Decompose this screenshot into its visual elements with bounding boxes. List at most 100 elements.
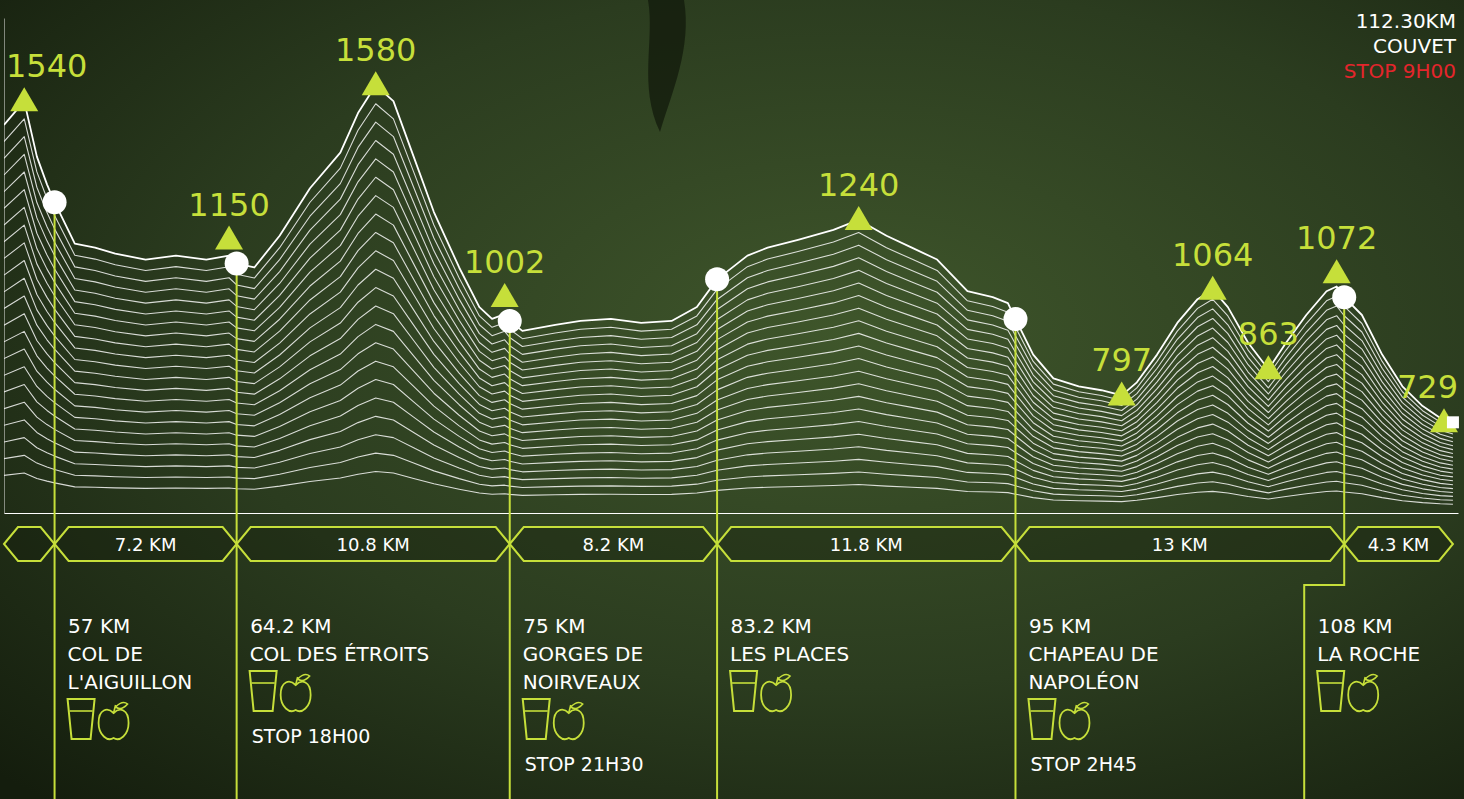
x-tick-label: 75 KM bbox=[523, 614, 585, 638]
peak-label: 863 bbox=[1238, 315, 1299, 353]
peaks: 1540115015801002124079710648631072729 bbox=[6, 31, 1458, 432]
checkpoint-dot bbox=[225, 252, 249, 276]
apple-leaf bbox=[114, 703, 128, 713]
aid-icons bbox=[730, 671, 791, 711]
checkpoint-lines bbox=[55, 202, 1345, 799]
glass-water bbox=[525, 710, 548, 712]
background bbox=[0, 0, 1464, 799]
checkpoint-stop: STOP 18H00 bbox=[252, 725, 371, 747]
checkpoint-dot bbox=[1332, 285, 1356, 309]
finish-marker bbox=[1447, 416, 1459, 428]
segment-label: 4.3 KM bbox=[1368, 534, 1430, 555]
elevation-echo-line bbox=[4, 122, 1453, 430]
elevation-echo-line bbox=[4, 269, 1453, 461]
segment-box bbox=[717, 527, 1015, 561]
checkpoint-dot bbox=[498, 309, 522, 333]
glass-water bbox=[732, 682, 755, 684]
peak-marker bbox=[1430, 408, 1458, 432]
x-tick-label: 83.2 KM bbox=[731, 614, 812, 638]
glass-water bbox=[1030, 710, 1053, 712]
peak-marker bbox=[1323, 259, 1351, 283]
elevation-echo-line bbox=[4, 472, 1453, 505]
elevation-echo-line bbox=[4, 453, 1453, 500]
checkpoint-name: CHAPEAU DE bbox=[1028, 642, 1158, 666]
peak-marker bbox=[1254, 355, 1282, 379]
aid-icons bbox=[523, 699, 584, 739]
peak-marker bbox=[1199, 276, 1227, 300]
checkpoint-line bbox=[54, 202, 56, 799]
peak-label: 1002 bbox=[464, 243, 545, 281]
x-tick-label: 57 KM bbox=[68, 614, 130, 638]
elevation-echo-line bbox=[4, 140, 1453, 434]
peak-label: 1240 bbox=[818, 166, 899, 204]
checkpoint-name: GORGES DE bbox=[523, 642, 643, 666]
aid-icons bbox=[68, 699, 129, 739]
x-tick-label: 95 KM bbox=[1029, 614, 1091, 638]
elevation-echo-line bbox=[4, 159, 1453, 438]
segment-label: 11.8 KM bbox=[830, 534, 903, 555]
elevation-echo-line bbox=[4, 177, 1453, 442]
peak-label: 1064 bbox=[1172, 236, 1253, 274]
aid-icons bbox=[1028, 699, 1089, 739]
finish-stop: STOP 9H00 bbox=[1344, 59, 1456, 83]
aid-icons bbox=[250, 671, 311, 711]
aid-icons bbox=[1317, 671, 1378, 711]
chart-container: 57 KM64.2 KM75 KM83.2 KM95 KM108 KM7.2 K… bbox=[0, 0, 1464, 799]
apple-icon bbox=[554, 710, 584, 739]
y-axis bbox=[4, 19, 5, 514]
segment-box bbox=[1344, 527, 1453, 561]
glass-icon bbox=[68, 699, 95, 739]
apple-leaf bbox=[296, 675, 310, 685]
finish-name: COUVET bbox=[1373, 34, 1457, 58]
glass-water bbox=[70, 710, 93, 712]
checkpoint-stop: STOP 2H45 bbox=[1030, 753, 1137, 775]
glass-icon bbox=[1317, 671, 1344, 711]
checkpoint-line bbox=[1014, 319, 1016, 799]
peak-label: 729 bbox=[1397, 368, 1458, 406]
segment-box bbox=[1015, 527, 1344, 561]
y-axis-line bbox=[4, 19, 5, 514]
peak-marker bbox=[491, 283, 519, 307]
segment-label: 10.8 KM bbox=[337, 534, 410, 555]
peak-marker bbox=[845, 206, 873, 230]
checkpoint-name: LA ROCHE bbox=[1317, 642, 1420, 666]
checkpoint-name: NOIRVEAUX bbox=[523, 670, 641, 694]
elevation-echo-line bbox=[4, 104, 1453, 427]
peak-label: 1580 bbox=[335, 31, 416, 69]
apple-leaf bbox=[1074, 703, 1088, 713]
peak-marker bbox=[362, 71, 390, 95]
segment-label: 8.2 KM bbox=[583, 534, 645, 555]
chart-svg: 57 KM64.2 KM75 KM83.2 KM95 KM108 KM7.2 K… bbox=[0, 0, 1464, 799]
x-axis-line bbox=[5, 513, 1459, 514]
segment-label: 7.2 KM bbox=[115, 534, 177, 555]
elevation-echo-line bbox=[4, 214, 1453, 450]
peak-label: 1150 bbox=[188, 186, 269, 224]
peak-label: 797 bbox=[1091, 341, 1152, 379]
checkpoint-line bbox=[236, 264, 238, 799]
segment-label: 13 KM bbox=[1152, 534, 1208, 555]
glass-water bbox=[252, 682, 275, 684]
segment-box bbox=[4, 527, 55, 561]
apple-icon bbox=[1348, 682, 1378, 711]
elevation-line bbox=[4, 85, 1453, 422]
finish-label: 112.30KMCOUVETSTOP 9H00 bbox=[1344, 9, 1457, 83]
finish-distance: 112.30KM bbox=[1356, 9, 1456, 33]
checkpoint-dot bbox=[705, 267, 729, 291]
checkpoint-line bbox=[716, 279, 718, 799]
x-tick-label: 108 KM bbox=[1318, 614, 1393, 638]
checkpoint-stop: STOP 21H30 bbox=[525, 753, 644, 775]
apple-icon bbox=[99, 710, 129, 739]
segment-box bbox=[55, 527, 237, 561]
checkpoint-name: COL DE bbox=[68, 642, 143, 666]
apple-icon bbox=[281, 682, 311, 711]
peak-label: 1072 bbox=[1296, 219, 1377, 257]
checkpoint-name: COL DES ÉTROITS bbox=[250, 642, 430, 666]
glass-icon bbox=[523, 699, 550, 739]
glass-icon bbox=[730, 671, 757, 711]
checkpoint-line bbox=[509, 321, 511, 799]
peak-marker bbox=[215, 226, 243, 250]
checkpoint-labels: COL DEL'AIGUILLONCOL DES ÉTROITSSTOP 18H… bbox=[68, 642, 1421, 775]
segment-box bbox=[510, 527, 717, 561]
segment-box bbox=[237, 527, 510, 561]
glass-icon bbox=[1028, 699, 1055, 739]
